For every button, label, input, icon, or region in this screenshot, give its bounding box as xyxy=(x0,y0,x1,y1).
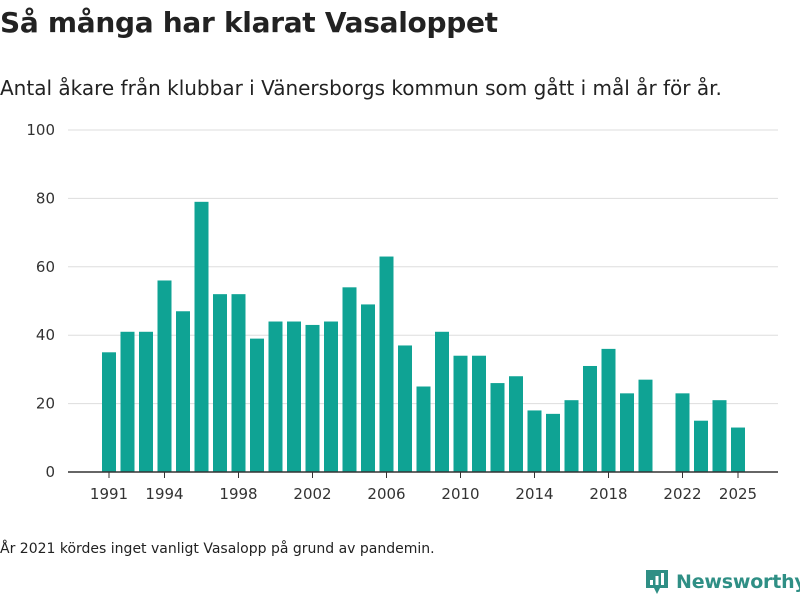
bar-2015 xyxy=(546,413,560,472)
bar-2005 xyxy=(361,304,375,472)
bars xyxy=(102,201,745,472)
bar-2013 xyxy=(509,376,523,472)
x-tick-label: 2025 xyxy=(719,485,757,503)
bar-1998 xyxy=(231,294,246,472)
bar-2017 xyxy=(583,365,597,472)
bar-chart: 0 20 40 60 80 100 1991 1994 1998 2002 2006 2010 2014… xyxy=(26,121,778,503)
bar-2010 xyxy=(453,355,468,472)
bar-2001 xyxy=(287,321,301,472)
bar-2004 xyxy=(342,287,357,472)
bar-1999 xyxy=(250,338,264,472)
chart-title: Så många har klarat Vasaloppet xyxy=(0,6,498,39)
y-tick-label: 100 xyxy=(26,121,55,139)
bar-2020 xyxy=(638,379,653,472)
axes: 0 20 40 60 80 100 1991 1994 1998 2002 2006 2010 2014… xyxy=(26,121,778,503)
y-tick-label: 20 xyxy=(36,395,55,413)
brand[interactable]: Newsworthy xyxy=(644,568,800,596)
x-tick-label: 1998 xyxy=(219,485,257,503)
y-tick-label: 0 xyxy=(45,463,55,481)
x-tick-label: 2014 xyxy=(515,485,553,503)
bar-2009 xyxy=(435,331,449,472)
y-tick-label: 80 xyxy=(36,189,55,207)
x-tick-label: 1991 xyxy=(90,485,128,503)
bar-2002 xyxy=(305,324,320,472)
y-tick-label: 40 xyxy=(36,326,55,344)
y-tick-label: 60 xyxy=(36,258,55,276)
bar-2024 xyxy=(712,400,727,472)
bar-2023 xyxy=(694,420,708,472)
x-tick-label: 2002 xyxy=(293,485,331,503)
footnote: År 2021 kördes inget vanligt Vasalopp på… xyxy=(0,541,435,557)
x-tick-label: 2018 xyxy=(589,485,627,503)
bar-2018 xyxy=(601,348,616,472)
bar-2025 xyxy=(731,427,745,472)
bar-1994 xyxy=(157,280,172,472)
bar-1997 xyxy=(213,294,227,472)
bar-2022 xyxy=(675,393,690,472)
bar-1995 xyxy=(176,311,190,472)
grid-lines xyxy=(68,129,778,405)
bar-2000 xyxy=(268,321,283,472)
bar-2012 xyxy=(490,383,505,472)
bar-2011 xyxy=(472,355,486,472)
bar-1992 xyxy=(120,331,135,472)
bar-1996 xyxy=(194,201,209,472)
x-tick-label: 2022 xyxy=(663,485,701,503)
bar-2016 xyxy=(564,400,579,472)
x-tick-label: 2006 xyxy=(367,485,405,503)
bar-2019 xyxy=(620,393,634,472)
x-tick-label: 2010 xyxy=(441,485,479,503)
newsworthy-logo-icon xyxy=(646,570,668,594)
bar-2007 xyxy=(398,345,412,472)
bar-2014 xyxy=(527,410,542,472)
bar-2008 xyxy=(416,386,431,472)
chart-subtitle: Antal åkare från klubbar i Vänersborgs k… xyxy=(0,76,722,100)
bar-2003 xyxy=(324,321,338,472)
bar-1991 xyxy=(102,352,116,472)
bar-1993 xyxy=(139,331,153,472)
x-tick-label: 1994 xyxy=(145,485,183,503)
bar-2006 xyxy=(379,256,394,472)
brand-name: Newsworthy xyxy=(676,571,800,593)
